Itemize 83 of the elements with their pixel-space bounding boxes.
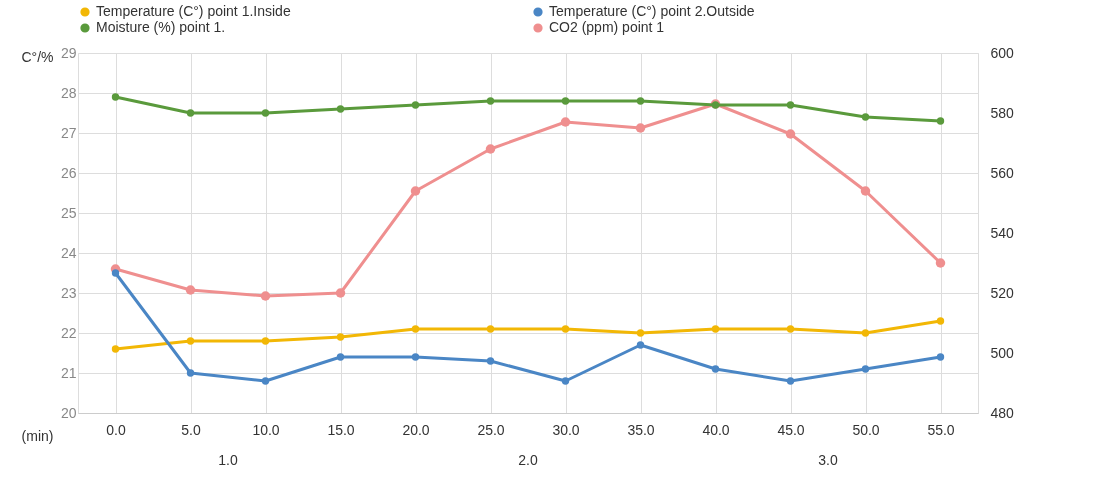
point — [786, 101, 795, 109]
point — [861, 365, 870, 373]
x-tick-label: 40.0 — [702, 421, 730, 438]
y2-tick-label: 600 — [990, 44, 1015, 61]
point — [711, 325, 720, 333]
point — [786, 325, 795, 333]
point — [936, 353, 945, 361]
x-tick-label: 30.0 — [552, 421, 580, 438]
x-tick-label: 0.0 — [106, 421, 126, 438]
x-tick-label: 15.0 — [327, 421, 355, 438]
point — [111, 269, 120, 277]
y2-tick-label: 580 — [990, 104, 1015, 121]
point — [336, 105, 345, 113]
point — [410, 186, 421, 196]
y2-tick-label: 500 — [990, 344, 1015, 361]
y-tick-label: 27 — [60, 124, 77, 141]
point — [485, 144, 496, 154]
y-tick-label: 24 — [60, 244, 77, 261]
point — [486, 325, 495, 333]
point — [860, 186, 871, 196]
y-tick-label: 26 — [60, 164, 77, 181]
y2-tick-label: 480 — [990, 404, 1015, 421]
point — [111, 93, 120, 101]
point — [185, 285, 196, 295]
point — [411, 101, 420, 109]
y2-tick-label: 520 — [990, 284, 1015, 301]
y-tick-label: 20 — [60, 404, 77, 421]
point — [335, 288, 346, 298]
legend-label: Temperature (C°) point 1.Inside — [96, 3, 291, 19]
x-tick-label: 45.0 — [777, 421, 805, 438]
x-tick-label: 55.0 — [927, 421, 955, 438]
point — [636, 341, 645, 349]
x-tick-label: 20.0 — [402, 421, 430, 438]
point — [561, 377, 570, 385]
x-tick-label: 50.0 — [852, 421, 880, 438]
point — [486, 97, 495, 105]
y-tick-label: 25 — [60, 204, 77, 221]
text: 1.0 — [218, 452, 238, 468]
x-tick-label: 35.0 — [627, 421, 655, 438]
y-tick-label: 23 — [60, 284, 77, 301]
y-tick-label: 28 — [60, 84, 77, 101]
point — [561, 97, 570, 105]
point — [486, 357, 495, 365]
y2-tick-label: 560 — [990, 164, 1015, 181]
point — [261, 109, 270, 117]
point — [935, 258, 946, 268]
point — [411, 325, 420, 333]
point — [261, 377, 270, 385]
point — [336, 353, 345, 361]
x-tick-label: 5.0 — [181, 421, 201, 438]
point — [861, 113, 870, 121]
point — [711, 365, 720, 373]
point — [561, 325, 570, 333]
point — [936, 117, 945, 125]
y-tick-label: 22 — [60, 324, 77, 341]
text: 3.0 — [818, 452, 838, 468]
x-axis-title: (min) — [21, 427, 54, 444]
point — [111, 345, 120, 353]
point — [260, 291, 271, 301]
legend-label: Moisture (%) point 1. — [96, 19, 226, 35]
legend-label: Temperature (C°) point 2.Outside — [549, 3, 755, 19]
text: 2.0 — [518, 452, 538, 468]
point — [186, 337, 195, 345]
point — [635, 123, 646, 133]
y-tick-label: 21 — [60, 364, 77, 381]
y-tick-label: 29 — [60, 44, 77, 61]
point — [936, 317, 945, 325]
x-tick-label: 10.0 — [252, 421, 280, 438]
legend-label: CO2 (ppm) point 1 — [549, 19, 665, 35]
point — [261, 337, 270, 345]
x-tick-label: 25.0 — [477, 421, 505, 438]
y2-tick-label: 540 — [990, 224, 1015, 241]
y-axis-title: C°/% — [21, 48, 54, 65]
point — [786, 377, 795, 385]
point — [785, 129, 796, 139]
point — [861, 329, 870, 337]
point — [636, 97, 645, 105]
point — [336, 333, 345, 341]
point — [560, 117, 571, 127]
point — [186, 109, 195, 117]
point — [186, 369, 195, 377]
point — [636, 329, 645, 337]
point — [411, 353, 420, 361]
